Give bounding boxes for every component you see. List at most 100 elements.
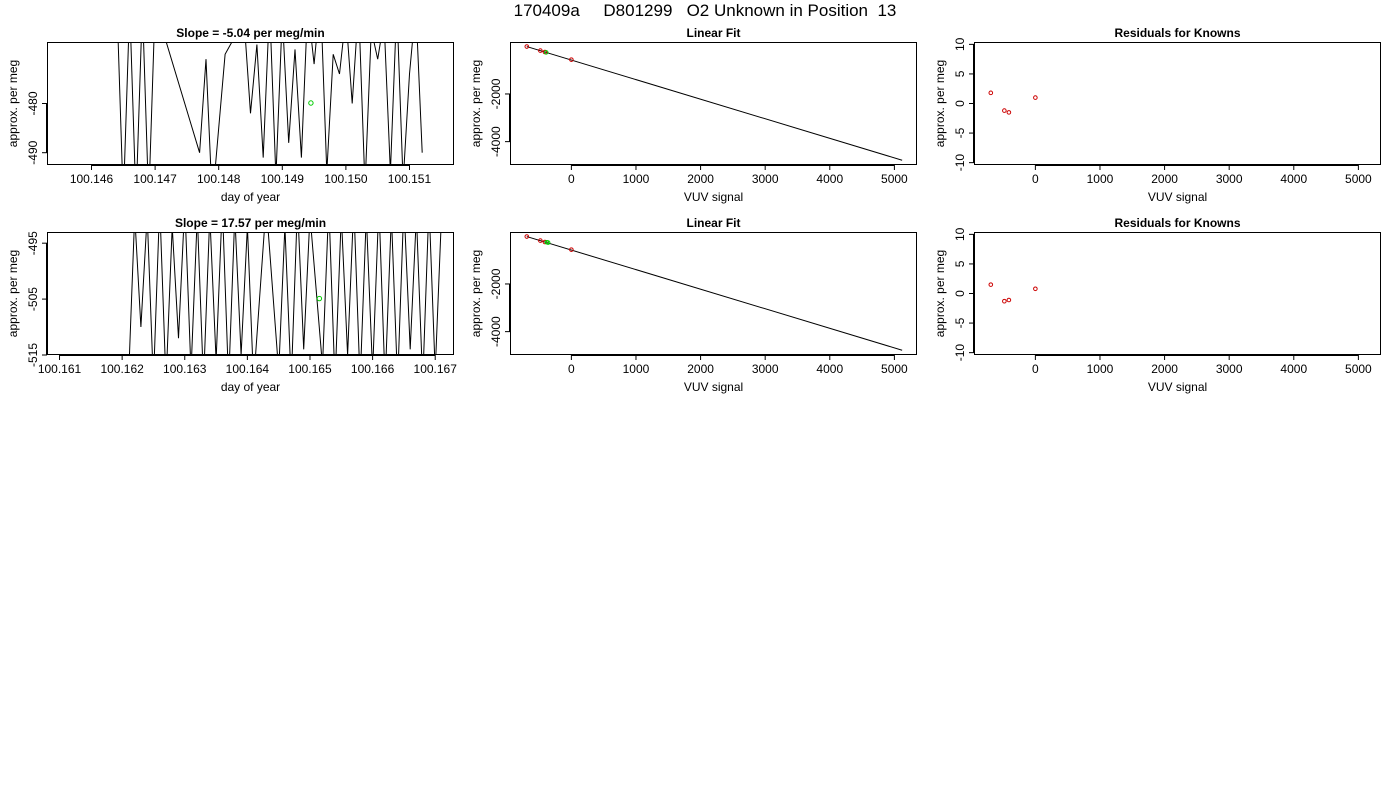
x-tick-label: 3000 xyxy=(752,172,779,186)
x-tick-label: 2000 xyxy=(1151,362,1178,376)
x-tick-label: 0 xyxy=(1032,362,1039,376)
plot-frame xyxy=(974,42,1381,165)
known-point xyxy=(538,48,543,53)
chart-title: Residuals for Knowns xyxy=(1114,216,1240,230)
plot-frame xyxy=(510,42,917,165)
plot-area xyxy=(524,234,903,351)
x-tick-label: 100.166 xyxy=(351,362,395,376)
fit-line xyxy=(526,236,903,351)
unknown-point xyxy=(308,100,314,106)
x-tick-label: 100.164 xyxy=(226,362,270,376)
plot-frame xyxy=(510,232,917,355)
x-tick-label: 5000 xyxy=(1345,362,1372,376)
plot-frame xyxy=(974,232,1381,355)
x-tick-label: 1000 xyxy=(623,172,650,186)
known-point xyxy=(524,44,530,49)
residual-point xyxy=(1033,286,1038,292)
x-tick-label: 100.163 xyxy=(163,362,207,376)
chart-panel-5: Linear Fit 0 1000 2000 3000 4000 5000 -2000 -400… xyxy=(469,216,917,394)
x-tick-label: 100.146 xyxy=(70,172,114,186)
y-tick-label: -2000 xyxy=(489,78,503,109)
x-tick-label: 100.167 xyxy=(414,362,458,376)
y-tick-label: -4000 xyxy=(489,126,503,157)
x-axis-label: VUV signal xyxy=(1148,190,1207,204)
x-tick-label: 2000 xyxy=(1151,172,1178,186)
y-tick-label: -10 xyxy=(953,344,967,362)
x-tick-label: 0 xyxy=(568,172,575,186)
plot-area xyxy=(524,44,903,161)
x-axis-label: VUV signal xyxy=(1148,380,1207,394)
x-axis-label: VUV signal xyxy=(684,380,743,394)
y-tick-label: -2000 xyxy=(489,268,503,299)
y-tick-label: -4000 xyxy=(489,316,503,347)
x-tick-label: 4000 xyxy=(816,172,843,186)
y-axis-label: approx. per meg xyxy=(6,60,20,147)
x-tick-label: 100.165 xyxy=(288,362,332,376)
plot-frame xyxy=(47,42,454,165)
plot-area xyxy=(988,90,1038,115)
plot-area xyxy=(128,232,442,355)
chart-panel-1: Slope = -5.04 per meg/min 100.146 100.147 1… xyxy=(6,26,454,204)
residual-point xyxy=(988,90,994,96)
x-tick-label: 2000 xyxy=(687,172,714,186)
x-tick-label: 3000 xyxy=(1216,362,1243,376)
y-axis-label: approx. per meg xyxy=(933,250,947,337)
x-axis-label: VUV signal xyxy=(684,190,743,204)
chart-panel-4: Slope = 17.57 per meg/min 100.161 100.162 1… xyxy=(6,216,458,394)
unknown-point xyxy=(543,50,549,55)
figure-title: 170409a D801299 O2 Unknown in Position 1… xyxy=(513,1,897,20)
x-tick-label: 1000 xyxy=(1087,362,1114,376)
residual-point xyxy=(1006,110,1012,115)
x-tick-label: 100.148 xyxy=(197,172,241,186)
plot-area xyxy=(117,42,423,165)
x-axis-label: day of year xyxy=(221,380,280,394)
y-axis-label: approx. per meg xyxy=(469,60,483,147)
known-point xyxy=(524,234,530,239)
known-point xyxy=(569,57,574,62)
y-axis-label: approx. per meg xyxy=(933,60,947,147)
x-tick-label: 100.162 xyxy=(100,362,144,376)
x-tick-label: 100.147 xyxy=(133,172,177,186)
fit-line xyxy=(526,46,903,161)
y-tick-label: 0 xyxy=(953,100,967,107)
residual-point xyxy=(1002,108,1007,113)
y-tick-label: 10 xyxy=(953,37,967,51)
x-tick-label: 3000 xyxy=(752,362,779,376)
chart-panel-3: Residuals for Knowns 0 1000 2000 3000 4000 500… xyxy=(933,26,1381,204)
x-tick-label: 0 xyxy=(1032,172,1039,186)
x-axis-label: day of year xyxy=(221,190,280,204)
residual-point xyxy=(1002,298,1007,304)
x-tick-label: 100.149 xyxy=(261,172,305,186)
x-tick-label: 4000 xyxy=(1280,362,1307,376)
chart-title: Slope = -5.04 per meg/min xyxy=(176,26,324,40)
x-tick-label: 5000 xyxy=(881,172,908,186)
y-tick-label: -10 xyxy=(953,154,967,172)
y-tick-label: 5 xyxy=(953,70,967,77)
x-tick-label: 100.150 xyxy=(324,172,368,186)
chart-title: Linear Fit xyxy=(686,26,740,40)
known-point xyxy=(538,238,543,243)
known-point xyxy=(569,247,574,252)
chart-title: Slope = 17.57 per meg/min xyxy=(175,216,326,230)
series-line xyxy=(117,42,423,165)
y-tick-label: -495 xyxy=(26,231,40,255)
y-axis-label: approx. per meg xyxy=(469,250,483,337)
x-tick-label: 1000 xyxy=(1087,172,1114,186)
x-tick-label: 4000 xyxy=(1280,172,1307,186)
y-tick-label: 5 xyxy=(953,260,967,267)
x-tick-label: 0 xyxy=(568,362,575,376)
unknown-point xyxy=(545,240,551,245)
y-axis-label: approx. per meg xyxy=(6,250,20,337)
y-tick-label: -5 xyxy=(953,127,967,138)
y-tick-label: 10 xyxy=(953,227,967,241)
x-tick-label: 1000 xyxy=(623,362,650,376)
residual-point xyxy=(1006,297,1012,303)
y-tick-label: -5 xyxy=(953,317,967,328)
y-tick-label: 0 xyxy=(953,290,967,297)
y-tick-label: -505 xyxy=(26,287,40,311)
residual-point xyxy=(1033,95,1038,100)
chart-panel-6: Residuals for Knowns 0 1000 2000 3000 4000 500… xyxy=(933,216,1381,394)
plot-frame xyxy=(47,232,454,355)
x-tick-label: 100.161 xyxy=(38,362,82,376)
